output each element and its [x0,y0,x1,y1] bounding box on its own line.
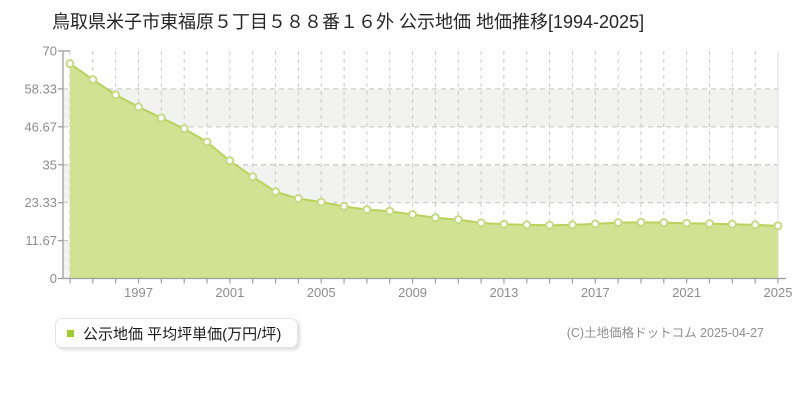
data-point [499,219,509,229]
y-tick-label: 70 [43,44,57,59]
x-tick-label: 2009 [398,285,427,300]
x-tick-label: 2005 [307,285,336,300]
data-point [453,215,463,225]
data-point [362,205,372,215]
legend: 公示地価 平均坪単価(万円/坪) [55,318,299,348]
data-point [65,59,75,69]
data-point [522,220,532,230]
data-point [430,213,440,223]
x-tick-label: 2001 [215,285,244,300]
data-point [476,218,486,228]
data-point [590,219,600,229]
y-tick-label: 35 [43,157,57,172]
data-point [225,156,235,166]
data-point [613,218,623,228]
data-point [659,218,669,228]
data-point [88,75,98,85]
data-point [773,221,783,231]
data-point [682,218,692,228]
x-tick-label: 2017 [581,285,610,300]
x-tick-label: 2021 [672,285,701,300]
data-point [339,201,349,211]
chart-band [63,51,778,89]
page-title: 鳥取県米子市東福原５丁目５８８番１６外 公示地価 地価推移[1994-2025] [52,12,645,32]
x-tick-label: 2025 [764,285,793,300]
data-point [293,194,303,204]
data-point [704,219,714,229]
data-point [202,137,212,147]
area-fill [70,63,778,279]
y-tick-label: 23.33 [24,195,57,210]
data-point [750,220,760,230]
data-point [111,90,121,100]
data-point [545,220,555,230]
data-point [567,220,577,230]
chart-band [63,88,778,127]
data-point [271,187,281,197]
legend-swatch-icon [67,329,74,337]
y-tick-label: 58.33 [24,81,57,96]
data-point [385,206,395,216]
y-tick-label: 46.67 [24,119,57,134]
y-tick-label: 11.67 [25,233,57,248]
data-point [134,102,144,112]
x-tick-label: 2013 [489,285,518,300]
data-point [408,209,418,219]
price-trend-chart: 70 58.33 46.67 35 23.33 11.67 0 1997 2001 2005 200… [24,44,793,301]
copyright: (C)土地価格ドットコム 2025-04-27 [566,326,764,340]
data-point [179,124,189,134]
data-point [636,217,646,227]
data-point [316,197,326,207]
legend-label: 公示地価 平均坪単価(万円/坪) [83,325,282,343]
data-point [248,172,258,182]
y-tick-label: 0 [50,271,57,286]
data-point [727,219,737,229]
data-point [156,113,166,123]
x-tick-label: 1997 [124,285,153,300]
